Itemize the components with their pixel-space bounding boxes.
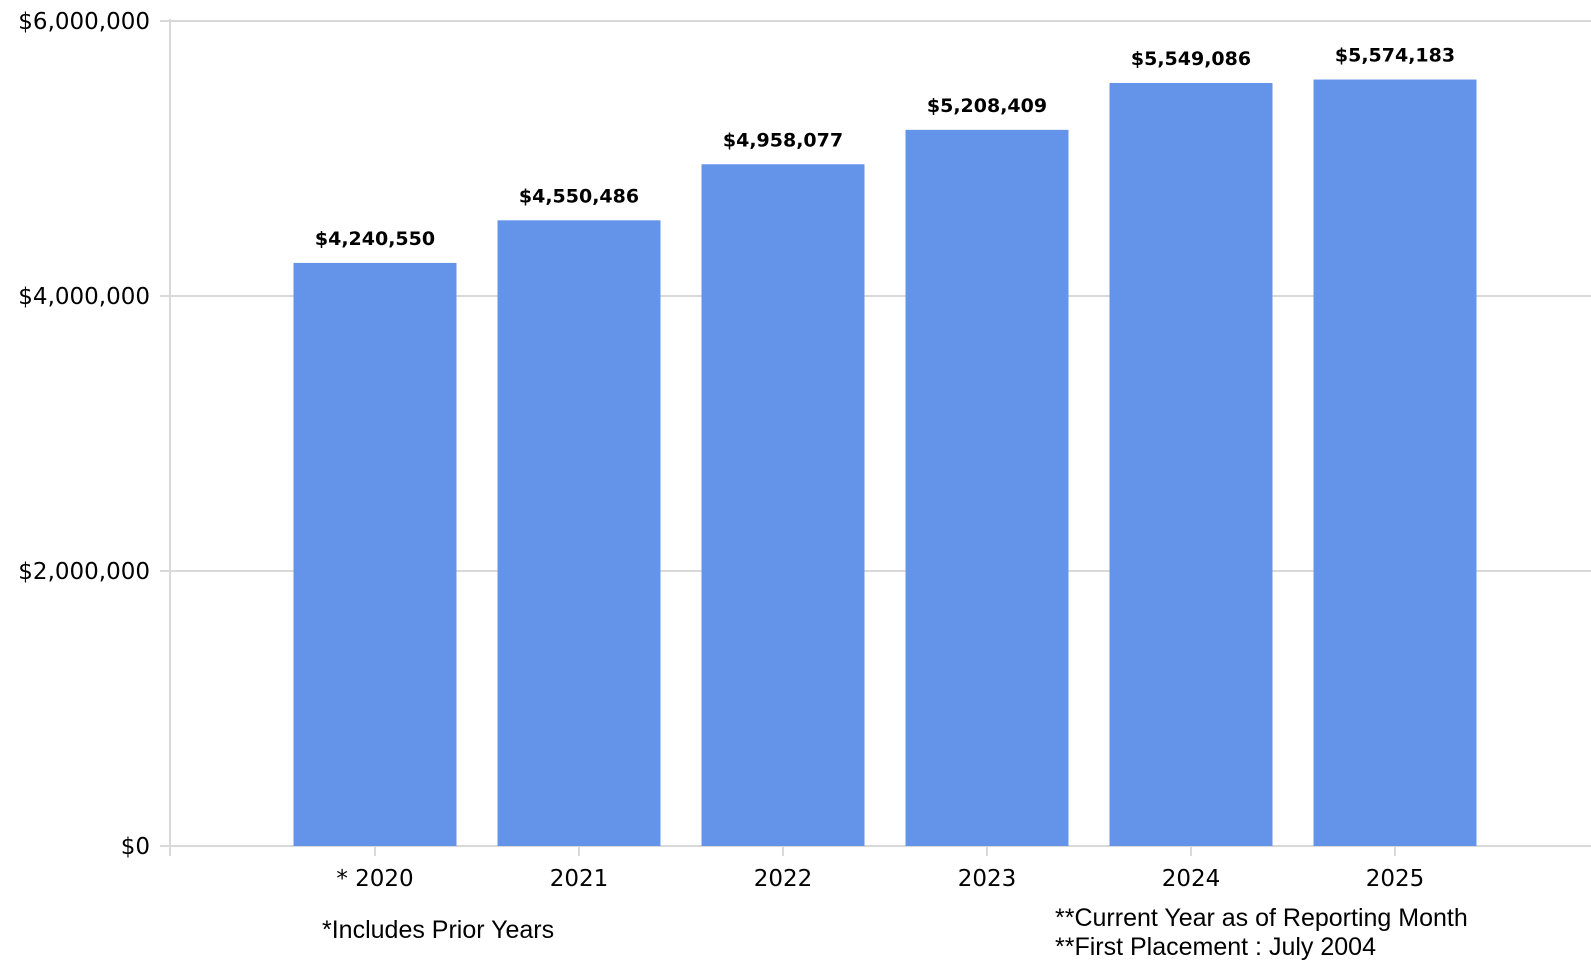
bar <box>293 262 457 846</box>
x-tick-label: 2021 <box>550 866 609 892</box>
x-tick-label: * 2020 <box>336 866 413 892</box>
prior-years-note: *Includes Prior Years <box>322 916 555 944</box>
y-tick-labels: $0 $2,000,000 $4,000,000 $6,000,000 <box>18 9 150 860</box>
x-tick-label: 2023 <box>958 866 1017 892</box>
y-tick-label: $0 <box>121 834 150 860</box>
x-tick-label: 2024 <box>1162 866 1221 892</box>
data-labels: $4,240,550 $4,550,486 $4,958,077 $5,208,409… <box>315 45 1455 250</box>
first-placement-note: **First Placement : July 2004 <box>1055 933 1376 961</box>
y-tick-label: $6,000,000 <box>18 9 150 35</box>
current-year-note: **Current Year as of Reporting Month <box>1055 904 1468 932</box>
bar-value-label: $5,549,086 <box>1131 48 1251 70</box>
bar <box>701 164 865 847</box>
bar-value-label: $4,550,486 <box>519 185 639 207</box>
bars <box>293 79 1477 847</box>
bar <box>905 129 1069 847</box>
bar <box>1313 79 1477 847</box>
y-tick-label: $2,000,000 <box>18 559 150 585</box>
x-tick-label: 2022 <box>754 866 813 892</box>
bar-value-label: $4,958,077 <box>723 129 843 151</box>
bar <box>497 220 661 847</box>
bar <box>1109 83 1273 846</box>
bar-value-label: $4,240,550 <box>315 228 435 250</box>
bar-value-label: $5,208,409 <box>927 95 1047 117</box>
y-tick-label: $4,000,000 <box>18 284 150 310</box>
bar-value-label: $5,574,183 <box>1335 45 1455 67</box>
x-tick-labels: * 2020 2021 2022 2023 2024 2025 <box>336 866 1424 892</box>
x-tick-label: 2025 <box>1366 866 1425 892</box>
